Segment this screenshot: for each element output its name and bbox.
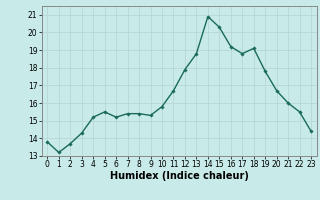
X-axis label: Humidex (Indice chaleur): Humidex (Indice chaleur) [110,171,249,181]
